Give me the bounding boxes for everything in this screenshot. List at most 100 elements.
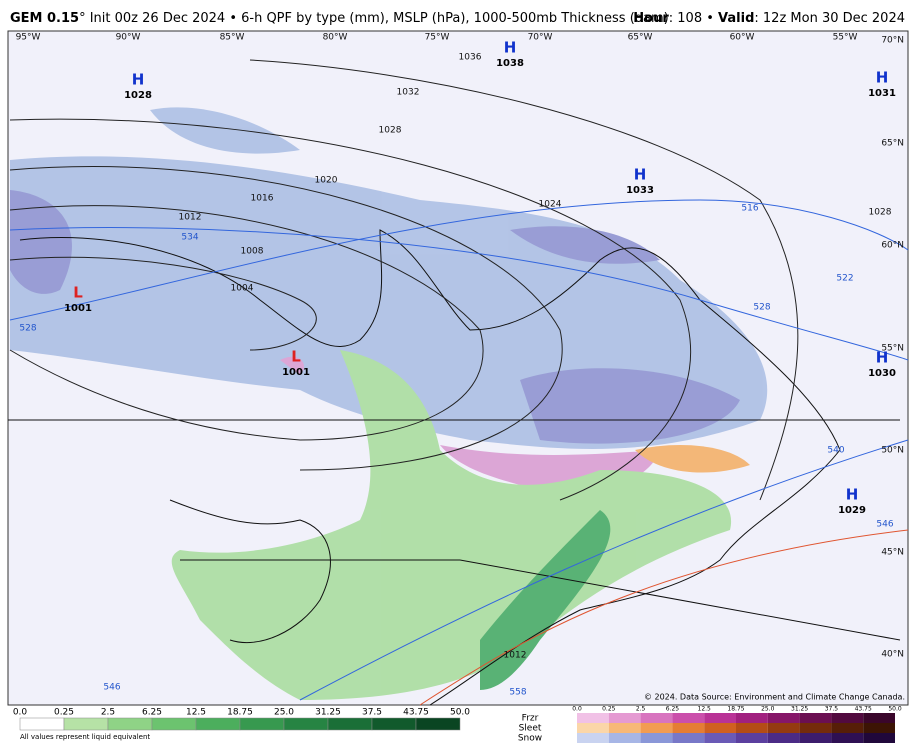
center-pressure: 1031: [868, 88, 896, 99]
isobar-label: 1004: [231, 284, 254, 294]
mix-tick-label: 0.25: [602, 706, 616, 713]
longitude-label: 80°W: [323, 33, 348, 43]
rain-swatch: [19, 717, 65, 731]
center-letter: H: [504, 39, 517, 57]
isobar-label: 1028: [379, 126, 402, 136]
thickness-label: 528: [753, 303, 770, 313]
type-swatch: [704, 723, 736, 733]
rain-swatch: [371, 717, 417, 731]
latitude-label: 65°N: [881, 139, 904, 149]
isobar-label: 1016: [251, 194, 274, 204]
mix-tick-label: 6.25: [666, 706, 680, 713]
type-label: Snow: [518, 734, 542, 744]
type-swatch: [863, 713, 895, 723]
thickness-label: 558: [509, 688, 526, 698]
center-letter: H: [876, 69, 889, 87]
type-swatch: [577, 723, 609, 733]
type-swatch: [672, 713, 705, 723]
rain-swatch: [107, 717, 153, 731]
type-swatch: [831, 723, 864, 733]
longitude-label: 70°W: [528, 33, 553, 43]
init: ° Init 00z 26 Dec 2024 • 6-h QPF by type…: [79, 11, 669, 26]
center-letter: L: [291, 348, 301, 366]
mix-tick-label: 18.75: [727, 706, 744, 713]
mix-tick-label: 25.0: [761, 706, 775, 713]
longitude-label: 65°W: [628, 33, 653, 43]
type-swatch: [767, 733, 800, 743]
type-swatch: [704, 733, 736, 743]
thickness: [9, 199, 909, 701]
center-letter: H: [634, 166, 647, 184]
rain-tick-label: 37.5: [362, 708, 382, 718]
rain-tick-label: 0.0: [13, 708, 28, 718]
valid-label: Valid: [718, 11, 754, 26]
center-pressure: 1001: [282, 367, 310, 378]
type-swatch: [608, 733, 641, 743]
mix-tick-label: 12.5: [698, 706, 712, 713]
header-right: Hour: 108 • Valid: 12z Mon 30 Dec 2024: [633, 11, 905, 26]
center-pressure: 1028: [124, 90, 152, 101]
mix-tick-label: 43.75: [855, 706, 872, 713]
type-swatch: [736, 723, 768, 733]
legend-note: All values represent liquid equivalent: [20, 733, 150, 741]
isobar-label: 1020: [315, 176, 338, 186]
mix-tick-label: 50.0: [888, 706, 902, 713]
type-swatch: [577, 733, 609, 743]
type-swatch: [640, 733, 673, 743]
rain-tick-label: 6.25: [142, 708, 162, 718]
type-label: Frzr: [522, 714, 539, 724]
thickness-label: 528: [19, 324, 36, 334]
type-swatch: [799, 723, 832, 733]
type-swatch: [736, 733, 768, 743]
isobars: [9, 59, 799, 501]
rain-swatch: [327, 717, 373, 731]
longitude-label: 95°W: [16, 33, 41, 43]
center-letter: H: [132, 71, 145, 89]
rain-swatch: [283, 717, 329, 731]
longitude-label: 60°W: [730, 33, 755, 43]
latitude-label: 40°N: [881, 650, 904, 660]
thickness-label: 546: [876, 520, 893, 530]
heavy-snow: [10, 190, 72, 294]
type-swatch: [767, 723, 800, 733]
longitude-label: 55°W: [833, 33, 858, 43]
rain-swatch: [151, 717, 197, 731]
center-pressure: 1030: [868, 368, 896, 379]
rain-tick-label: 43.75: [403, 708, 429, 718]
thickness-label: 516: [741, 204, 758, 214]
latitude-label: 60°N: [881, 241, 904, 251]
rain-tick-label: 12.5: [186, 708, 206, 718]
type-swatch: [672, 723, 705, 733]
type-swatch: [672, 733, 705, 743]
center-letter: L: [73, 284, 83, 302]
thickness-label: 522: [836, 274, 853, 284]
rain-tick-label: 18.75: [227, 708, 253, 718]
sleet-area: [635, 445, 750, 473]
legend: All values represent liquid equivalent 0…: [13, 706, 902, 744]
heavy-snow: [510, 226, 660, 264]
thickness-label: 534: [181, 233, 198, 243]
rain-tick-label: 0.25: [54, 708, 74, 718]
thickness-label: 546: [103, 683, 120, 693]
isobar-label: 1012: [179, 213, 202, 223]
heavy-rain: [480, 510, 611, 690]
isobar-label: 1036: [459, 53, 482, 63]
hour-label: Hour: [633, 11, 669, 26]
rain-tick-label: 25.0: [274, 708, 294, 718]
latitude-label: 55°N: [881, 344, 904, 354]
mix-tick-label: 2.5: [636, 706, 646, 713]
type-swatch: [577, 713, 609, 723]
longitude-label: 75°W: [425, 33, 450, 43]
type-label: Sleet: [519, 724, 542, 734]
type-swatch: [640, 723, 673, 733]
mix-tick-label: 0.0: [572, 706, 582, 713]
center-letter: H: [876, 349, 889, 367]
latitude-label: 50°N: [881, 446, 904, 456]
type-swatch: [736, 713, 768, 723]
isobar-label: 1028: [869, 208, 892, 218]
map: 95°W 90°W 85°W 80°W 75°W 70°W 65°W 60°W 55°W 70°N…: [7, 30, 909, 706]
rain-tick-label: 50.0: [450, 708, 470, 718]
isobar-label: 1012: [504, 651, 527, 661]
type-swatch: [863, 723, 895, 733]
